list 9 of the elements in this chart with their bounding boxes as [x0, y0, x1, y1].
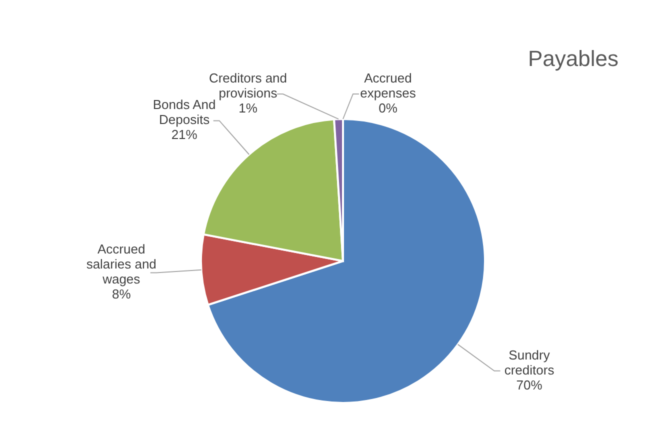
data-label: 1% — [238, 100, 258, 116]
data-label: 21% — [171, 127, 198, 142]
data-label: 70% — [516, 377, 543, 392]
chart-title: Payables — [528, 46, 619, 72]
text: 0% — [378, 100, 398, 116]
slice-label: Accrued salaries and wages — [86, 242, 156, 287]
slice-label: Sundry creditors — [504, 347, 555, 378]
data-label: 8% — [112, 286, 132, 302]
category-label: Accrued expenses — [360, 70, 416, 100]
